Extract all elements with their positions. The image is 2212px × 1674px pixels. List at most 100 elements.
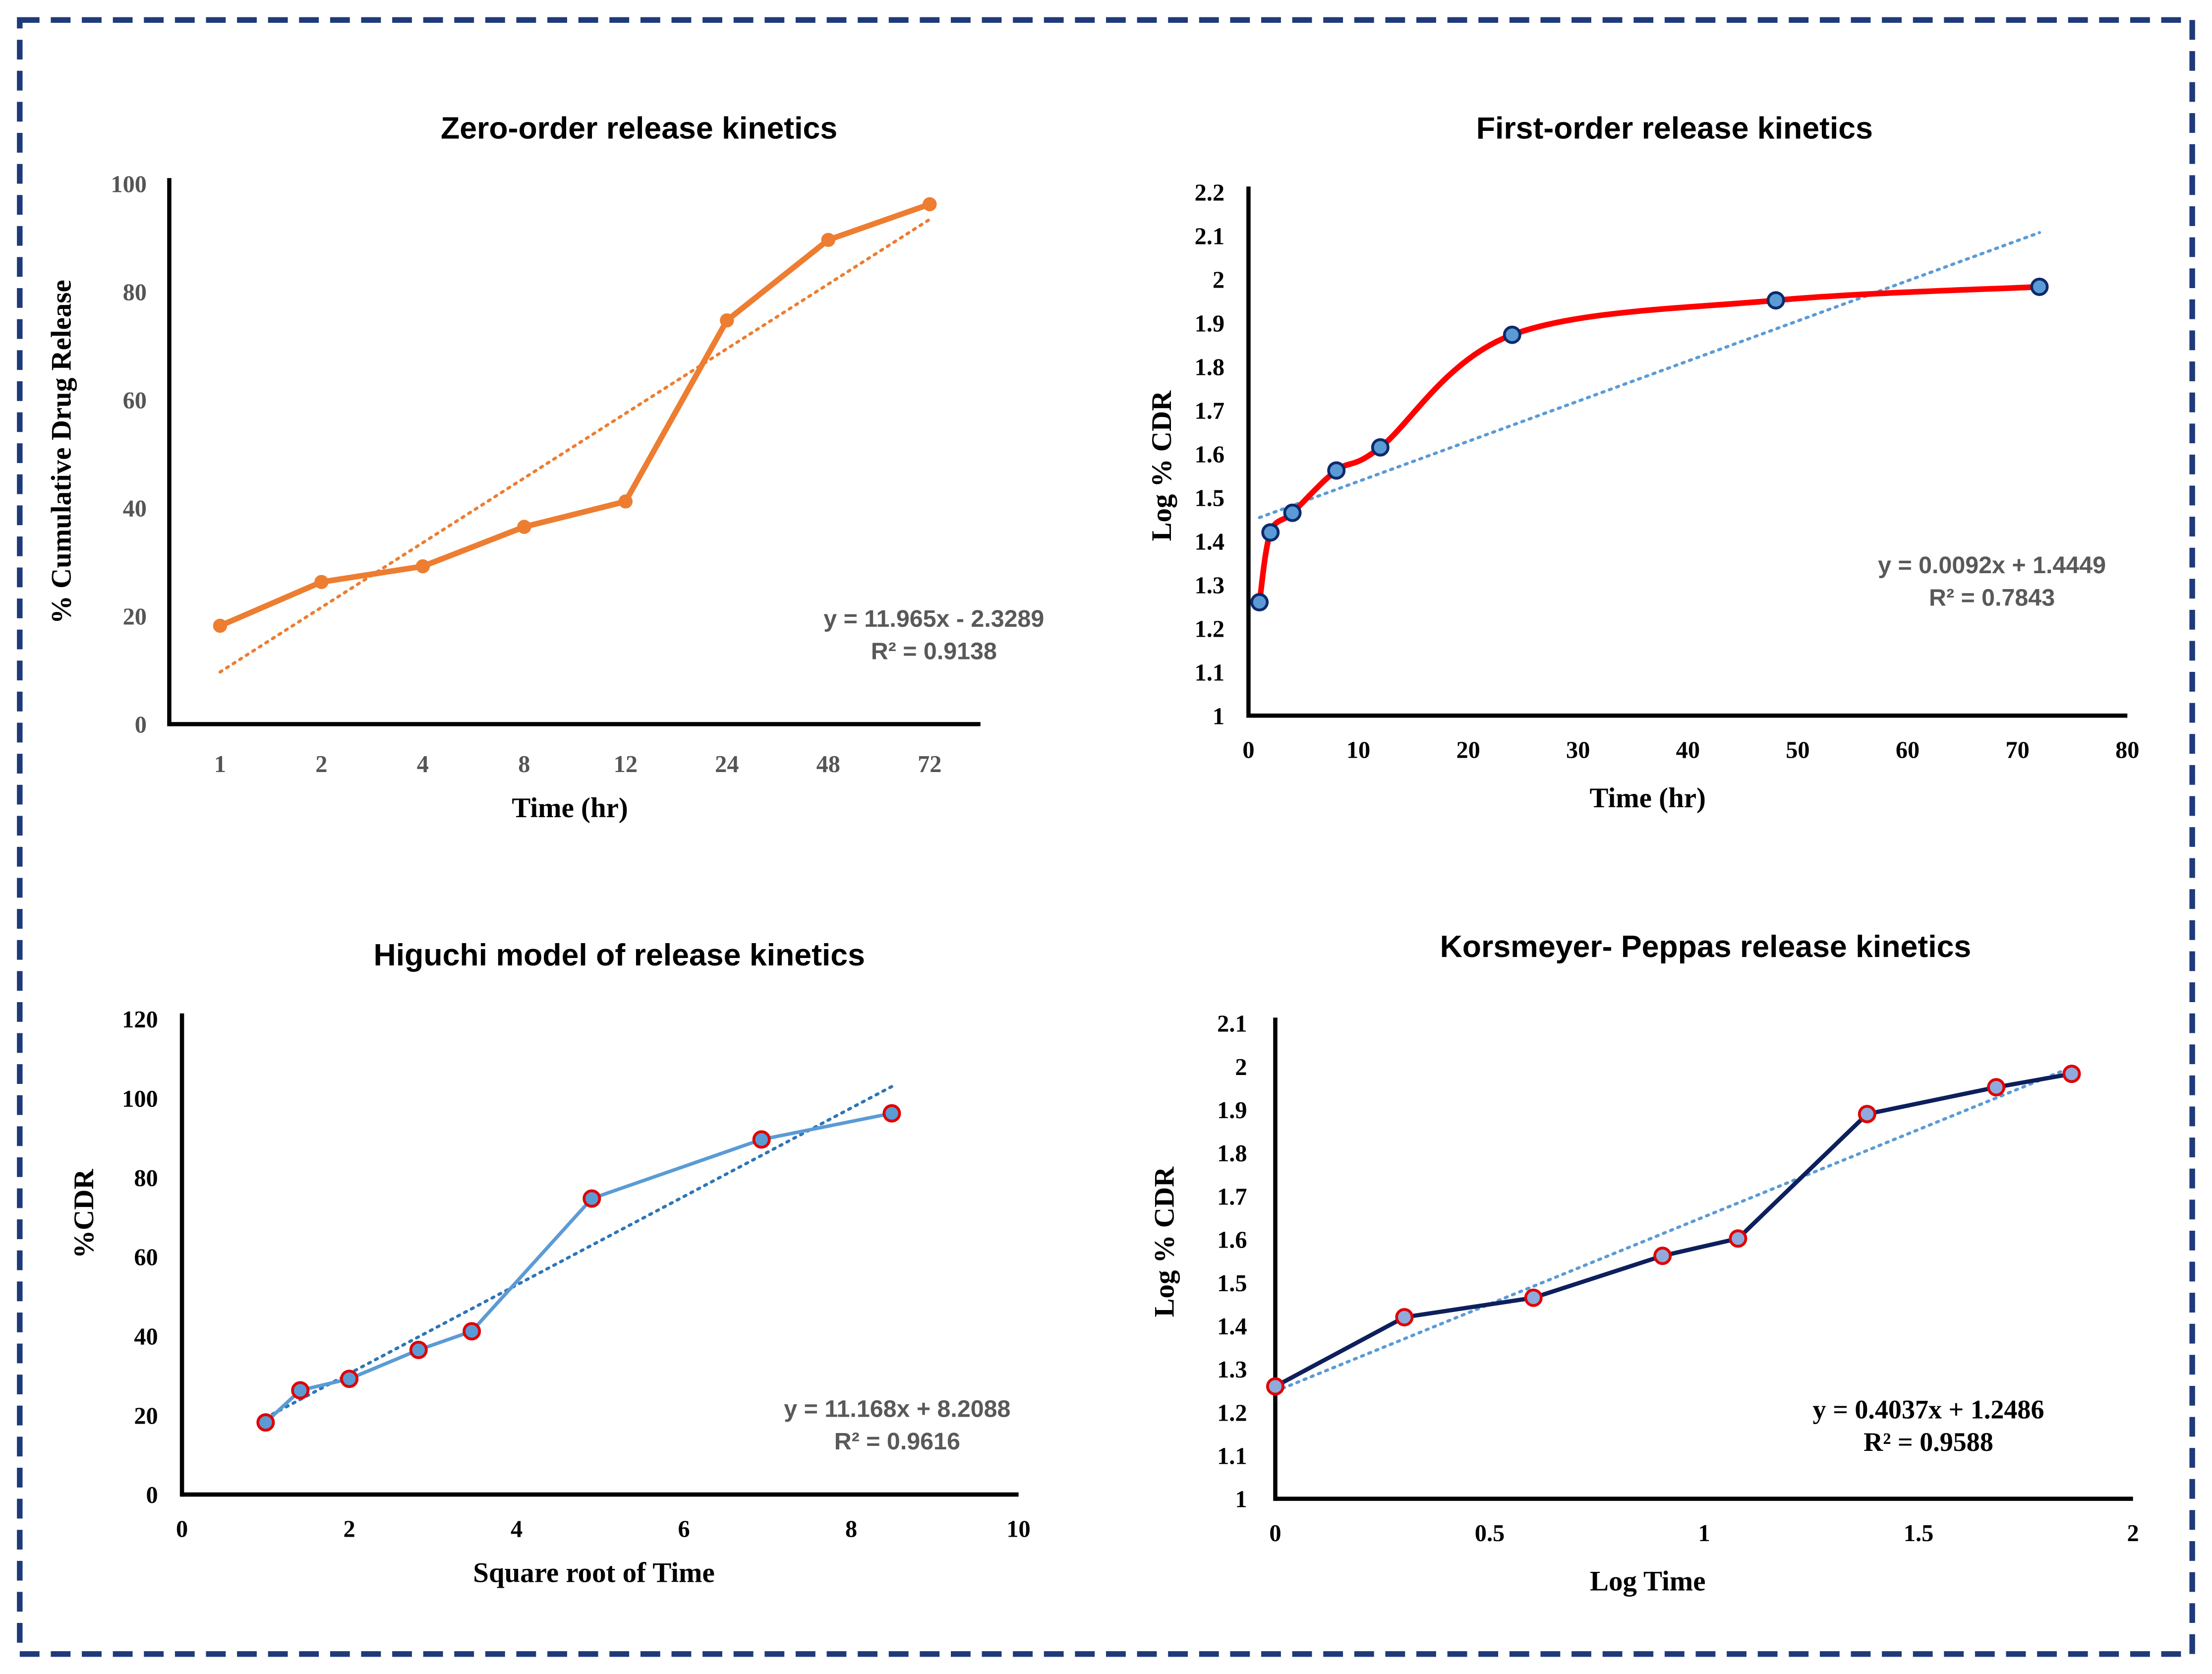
x-tick-label: 0 <box>1269 1520 1281 1547</box>
x-tick-label: 70 <box>2005 737 2029 764</box>
y-tick-label: 60 <box>123 387 147 414</box>
y-tick-label: 1.1 <box>1195 659 1224 686</box>
data-point <box>618 494 633 509</box>
y-tick-label: 1.4 <box>1195 529 1224 555</box>
data-point <box>1266 1377 1284 1396</box>
data-point <box>1371 438 1390 457</box>
trendline-r2: R² = 0.9138 <box>871 638 997 664</box>
y-tick-label: 40 <box>123 495 147 522</box>
y-tick-label: 120 <box>122 1007 158 1033</box>
y-tick-label: 2.1 <box>1217 1011 1247 1037</box>
y-tick-label: 100 <box>111 172 147 198</box>
x-tick-label: 6 <box>678 1516 690 1542</box>
y-tick-label: 1.6 <box>1195 441 1224 468</box>
data-point <box>923 197 937 212</box>
chart-3: Higuchi model of release kinetics %CDR Squ… <box>68 938 1031 1589</box>
x-tick-label: 40 <box>1676 737 1700 764</box>
x-axis-label: Time (hr) <box>512 792 628 824</box>
x-tick-label: 0 <box>176 1516 188 1542</box>
data-point <box>409 1340 428 1359</box>
x-tick-label: 48 <box>816 751 840 777</box>
y-tick-label: 1.7 <box>1195 398 1224 424</box>
x-tick-label: 1 <box>214 751 226 777</box>
y-tick-label: 80 <box>134 1165 158 1192</box>
y-tick-label: 1.3 <box>1217 1357 1247 1383</box>
data-series-line <box>1274 1072 2072 1388</box>
trendline <box>1274 1066 2074 1393</box>
y-tick-label: 1.4 <box>1217 1314 1247 1340</box>
data-point <box>720 313 734 328</box>
x-tick-label: 20 <box>1456 737 1480 764</box>
x-axis-label: Time (hr) <box>1590 782 1706 814</box>
x-tick-label: 2 <box>2127 1520 2139 1547</box>
y-tick-label: 1.8 <box>1217 1140 1247 1167</box>
data-point <box>1766 291 1785 310</box>
y-tick-label: 0 <box>146 1482 158 1508</box>
x-tick-label: 0.5 <box>1475 1520 1505 1547</box>
y-tick-label: 1.9 <box>1217 1097 1247 1124</box>
chart-title: Korsmeyer- Peppas release kinetics <box>1440 929 1972 964</box>
y-tick-label: 1.7 <box>1217 1184 1247 1210</box>
figure-border <box>17 17 2195 1657</box>
data-point <box>415 559 430 574</box>
data-point <box>2062 1065 2081 1083</box>
x-tick-label: 10 <box>1346 737 1370 764</box>
x-tick-label: 30 <box>1566 737 1590 764</box>
y-tick-label: 2 <box>1235 1054 1247 1080</box>
trendline-equation: y = 11.168x + 8.2088 <box>784 1396 1010 1423</box>
data-point <box>882 1104 901 1123</box>
trendline <box>264 1085 894 1420</box>
chart-2: First-order release kinetics Log % CDR Tim… <box>1146 111 2140 814</box>
y-tick-label: 1.1 <box>1217 1443 1247 1470</box>
x-tick-label: 4 <box>417 751 429 777</box>
chart-4: Korsmeyer- Peppas release kinetics Log % … <box>1149 929 2139 1597</box>
data-point <box>1503 325 1521 344</box>
data-point <box>582 1189 601 1208</box>
y-tick-label: 100 <box>122 1086 158 1112</box>
data-point <box>752 1130 771 1149</box>
y-tick-label: 2 <box>1213 267 1224 294</box>
data-point <box>1524 1288 1543 1307</box>
data-point <box>517 520 531 534</box>
x-axis-label: Square root of Time <box>473 1557 714 1589</box>
data-point <box>1858 1105 1876 1124</box>
x-tick-label: 1.5 <box>1904 1520 1933 1547</box>
y-tick-label: 60 <box>134 1245 158 1271</box>
chart-title: Zero-order release kinetics <box>441 111 837 145</box>
y-tick-label: 1.2 <box>1217 1400 1247 1426</box>
x-tick-label: 2 <box>315 751 327 777</box>
trendline-r2: R² = 0.9588 <box>1863 1427 1993 1457</box>
data-point <box>2030 277 2049 296</box>
data-point <box>1395 1308 1414 1326</box>
y-tick-label: 1.6 <box>1217 1227 1247 1254</box>
trendline <box>1258 231 2041 519</box>
y-tick-label: 80 <box>123 280 147 306</box>
y-axis-label: %CDR <box>68 1169 100 1258</box>
y-tick-label: 1.5 <box>1217 1270 1247 1297</box>
trendline <box>218 218 931 674</box>
x-tick-label: 72 <box>918 751 941 777</box>
x-tick-label: 0 <box>1242 737 1254 764</box>
data-point <box>213 618 228 633</box>
data-point <box>314 575 329 589</box>
y-tick-label: 1 <box>1213 703 1224 729</box>
x-tick-label: 60 <box>1896 737 1920 764</box>
data-point <box>256 1413 275 1432</box>
y-tick-label: 1.2 <box>1195 616 1224 642</box>
trendline-equation: y = 0.4037x + 1.2486 <box>1813 1394 2044 1424</box>
y-tick-label: 40 <box>134 1323 158 1350</box>
chart-title: Higuchi model of release kinetics <box>374 938 865 972</box>
y-tick-label: 2.2 <box>1195 180 1224 206</box>
y-tick-label: 0 <box>135 712 147 738</box>
x-tick-label: 8 <box>845 1516 857 1542</box>
trendline-r2: R² = 0.7843 <box>1929 584 2055 611</box>
data-point <box>1729 1229 1747 1248</box>
data-point <box>1327 461 1346 480</box>
data-point <box>1653 1247 1672 1265</box>
y-tick-label: 20 <box>123 603 147 630</box>
x-tick-label: 8 <box>518 751 530 777</box>
y-axis-label: % Cumulative Drug Release <box>46 280 77 624</box>
data-series-line <box>1256 284 2040 603</box>
data-series-line <box>264 1111 892 1424</box>
